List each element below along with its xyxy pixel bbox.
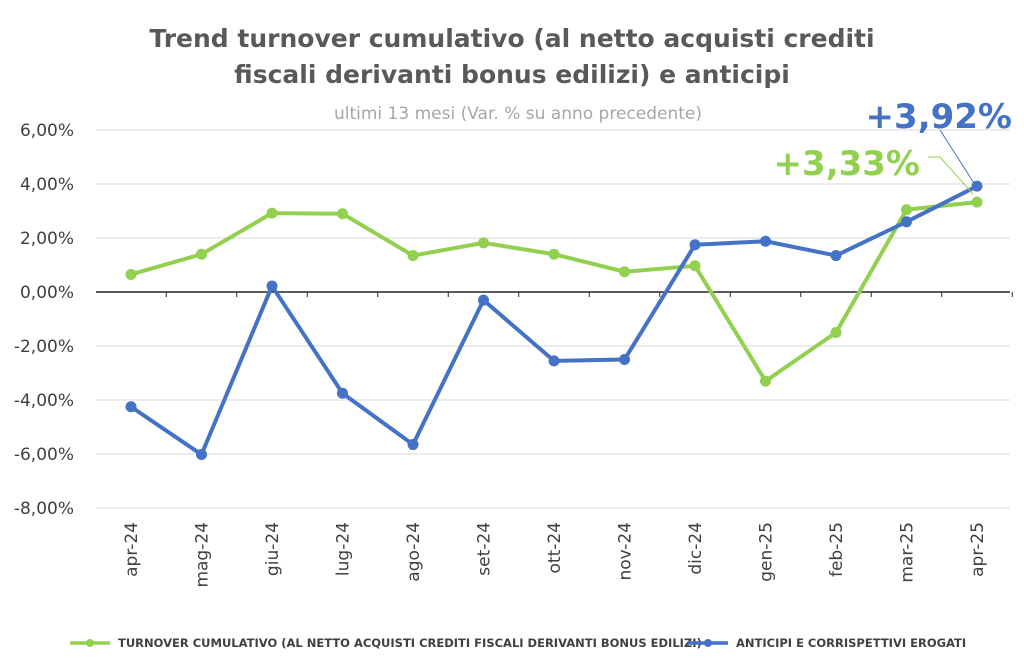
data-point: [971, 180, 983, 192]
y-tick-label: -8,00%: [14, 499, 74, 519]
data-point: [830, 327, 842, 338]
x-tick-label: ago-24: [404, 522, 424, 582]
chart-title-line2: fiscali derivanti bonus edilizi) e antic…: [234, 60, 790, 89]
data-point: [266, 207, 278, 219]
callouts: +3,92% +3,33%: [774, 97, 1012, 195]
leader-line-anticipi: [939, 129, 975, 184]
data-point: [689, 239, 701, 251]
data-point: [760, 375, 771, 387]
legend-label: TURNOVER CUMULATIVO (AL NETTO ACQUISTI C…: [118, 636, 702, 650]
series-layer: [125, 180, 983, 461]
x-tick-label: ott-24: [545, 522, 565, 574]
data-point: [619, 266, 630, 278]
data-point: [478, 237, 489, 249]
x-tick-label: gen-25: [757, 522, 777, 582]
leader-line-turnover: [928, 156, 974, 195]
legend-label: ANTICIPI E CORRISPETTIVI EROGATI: [736, 636, 966, 650]
series-line: [129, 184, 979, 457]
y-tick-label: 4,00%: [20, 175, 74, 195]
y-tick-label: -4,00%: [14, 391, 74, 411]
data-point: [478, 294, 489, 306]
data-point: [407, 250, 419, 262]
callout-anticipi: +3,92%: [866, 97, 1012, 137]
data-point: [125, 401, 137, 413]
x-tick-label: apr-25: [968, 522, 988, 577]
data-point: [901, 204, 912, 216]
y-tick-label: 6,00%: [20, 121, 74, 141]
x-tick-label: apr-24: [122, 522, 142, 577]
data-point: [760, 235, 771, 247]
y-axis: 6,00% 4,00% 2,00% 0,00% -2,00% -4,00% -6,00% -8…: [14, 121, 74, 519]
y-tick-label: -2,00%: [14, 337, 74, 357]
legend-marker: [704, 639, 712, 647]
x-tick-label: mar-25: [898, 522, 918, 583]
data-point: [196, 248, 207, 260]
legend-item: ANTICIPI E CORRISPETTIVI EROGATI: [688, 636, 966, 650]
data-point: [971, 196, 983, 208]
x-tick-label: lug-24: [334, 522, 354, 576]
data-point: [337, 208, 348, 220]
data-point: [619, 354, 630, 365]
data-point: [337, 387, 348, 399]
series-turnover: [125, 196, 983, 387]
y-tick-label: 0,00%: [20, 283, 74, 303]
legend-item: TURNOVER CUMULATIVO (AL NETTO ACQUISTI C…: [70, 636, 702, 650]
data-point: [196, 449, 207, 461]
x-tick-label: dic-24: [686, 522, 706, 575]
series-anticipi: [125, 180, 983, 461]
legend-marker: [86, 639, 94, 647]
data-point: [901, 216, 912, 228]
x-axis: apr-24 mag-24 giu-24 lug-24 ago-24 set-24 ott-…: [122, 292, 1013, 588]
x-tick-label: mag-24: [193, 522, 213, 588]
legend: TURNOVER CUMULATIVO (AL NETTO ACQUISTI C…: [70, 636, 966, 650]
data-point: [548, 248, 560, 260]
chart-subtitle: ultimi 13 mesi (Var. % su anno precedent…: [334, 104, 702, 124]
grid: [96, 129, 1010, 509]
x-tick-label: nov-24: [616, 522, 636, 581]
x-tick-label: feb-25: [827, 522, 847, 577]
y-tick-label: -6,00%: [14, 445, 74, 465]
data-point: [830, 250, 842, 262]
x-tick-label: set-24: [475, 522, 495, 576]
x-tick-label: giu-24: [263, 522, 283, 576]
data-point: [266, 280, 278, 292]
data-point: [407, 439, 419, 451]
data-point: [548, 355, 560, 367]
data-point: [689, 260, 701, 272]
data-point: [125, 268, 137, 280]
chart-title-line1: Trend turnover cumulativo (al netto acqu…: [149, 24, 874, 53]
callout-turnover: +3,33%: [774, 144, 920, 184]
y-tick-label: 2,00%: [20, 229, 74, 249]
